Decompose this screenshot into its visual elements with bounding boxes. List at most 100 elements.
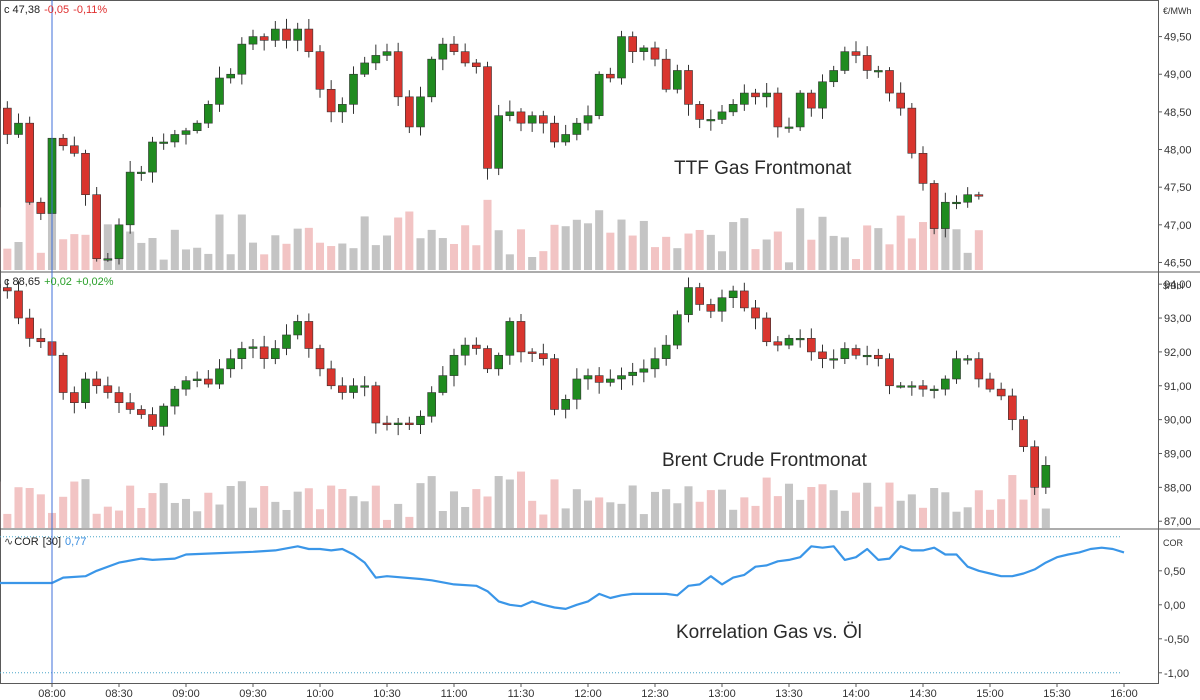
volume-bar — [36, 252, 45, 270]
volume-bar — [1030, 477, 1039, 528]
candle — [896, 92, 905, 109]
volume-bar — [159, 483, 168, 528]
volume-bar — [438, 511, 447, 528]
volume-bar — [773, 231, 782, 270]
volume-bar — [81, 479, 90, 528]
volume-bar — [449, 243, 459, 270]
time-tick-label: 14:00 — [842, 688, 870, 700]
volume-bar — [963, 507, 972, 528]
ttf-unit: €/MWh — [1163, 6, 1192, 16]
volume-bar — [863, 482, 872, 528]
candle — [25, 317, 34, 339]
volume-bar — [59, 496, 68, 528]
candle — [628, 371, 637, 376]
time-tick-label: 15:30 — [1043, 688, 1071, 700]
ttf-tick-label: 49,00 — [1164, 69, 1192, 81]
candle — [125, 402, 135, 410]
candle — [494, 115, 503, 169]
volume-bar — [617, 503, 626, 528]
volume-bar — [851, 492, 861, 528]
candle — [315, 51, 325, 90]
volume-bar — [338, 243, 347, 270]
time-tick-label: 08:30 — [105, 688, 133, 700]
candle — [639, 368, 649, 373]
candle — [349, 385, 358, 393]
candle — [326, 88, 336, 113]
volume-bar — [807, 487, 816, 528]
brent-tick-label: 93,00 — [1164, 313, 1192, 325]
candle — [170, 388, 180, 407]
volume-bar — [952, 511, 961, 528]
volume-bar — [215, 504, 224, 528]
volume-bar — [606, 502, 615, 528]
volume-bar — [394, 503, 403, 528]
candle — [114, 224, 124, 260]
candle — [427, 392, 436, 417]
candle — [137, 409, 146, 415]
volume-bar — [371, 485, 380, 528]
volume-bar — [974, 490, 983, 528]
candle — [159, 141, 168, 144]
ttf-tick-label: 47,50 — [1164, 182, 1192, 194]
ttf-close-label: c 47,38 — [4, 4, 41, 16]
ttf-title: TTF Gas Frontmonat — [674, 158, 852, 179]
candle — [449, 43, 459, 52]
volume-bar — [438, 238, 447, 270]
candle — [259, 346, 269, 359]
candle — [58, 354, 68, 393]
volume-bar — [170, 229, 179, 270]
brent-header: c 88,65 +0,02 +0,02% — [4, 276, 118, 288]
candle — [907, 107, 917, 154]
volume-bar — [918, 222, 928, 270]
brent-panel — [0, 277, 1051, 528]
candle — [326, 368, 336, 387]
candle — [795, 338, 805, 341]
candle — [583, 375, 593, 380]
volume-bar — [137, 507, 146, 528]
candle — [527, 351, 537, 354]
candle — [851, 51, 861, 56]
candle — [483, 66, 492, 169]
time-tick-label: 09:30 — [239, 688, 267, 700]
volume-bar — [148, 237, 157, 270]
candle — [918, 385, 928, 390]
volume-bar — [528, 257, 537, 270]
volume-bar — [237, 214, 246, 270]
volume-bar — [70, 234, 79, 270]
volume-bar — [394, 217, 403, 270]
candle — [628, 36, 637, 52]
volume-bar — [360, 501, 369, 528]
volume-bar — [583, 500, 593, 528]
candle — [885, 70, 894, 94]
candle — [371, 55, 381, 64]
candle — [271, 28, 280, 41]
volume-bar — [963, 252, 972, 270]
cor-unit: COR — [1163, 538, 1183, 548]
volume-bar — [427, 229, 436, 270]
candle — [706, 304, 716, 312]
brent-tick-label: 90,00 — [1164, 415, 1192, 427]
volume-bar — [315, 242, 325, 270]
candle — [192, 122, 202, 132]
candle — [929, 388, 939, 391]
candle — [472, 62, 481, 68]
candle — [996, 388, 1006, 397]
candle — [695, 287, 704, 305]
candle — [606, 73, 615, 79]
candle — [650, 47, 660, 60]
candle — [125, 171, 135, 226]
candle — [1041, 465, 1051, 488]
volume-bar — [885, 244, 894, 270]
price-axes: 49,50 49,00 48,50 48,00 47,50 47,00 46,50 94,00… — [1158, 32, 1192, 680]
brent-tick-label: 89,00 — [1164, 448, 1192, 460]
candle — [807, 338, 816, 353]
candle — [181, 380, 191, 390]
volume-bar — [494, 476, 503, 528]
volume-bar — [92, 513, 101, 528]
candle — [137, 171, 146, 174]
candle — [405, 422, 414, 426]
volume-bar — [14, 487, 23, 528]
candle — [918, 152, 928, 184]
candle — [762, 317, 771, 343]
